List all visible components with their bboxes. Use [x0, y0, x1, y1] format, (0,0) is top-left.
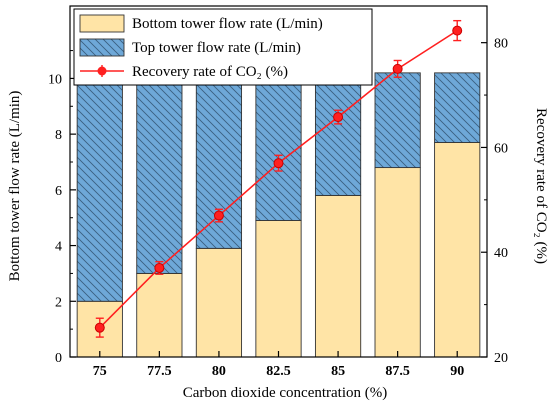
- recovery-rate-point: [333, 112, 344, 123]
- x-axis-label: Carbon dioxide concentration (%): [183, 385, 388, 401]
- y2-axis-label: Recovery rate of CO₂ (%): [533, 108, 549, 264]
- x-tick-label: 80: [212, 364, 226, 379]
- recovery-rate-point: [94, 322, 105, 333]
- recovery-rate-point: [213, 210, 224, 221]
- bottom-flow-bar: [255, 220, 302, 358]
- recovery-rate-point: [273, 158, 284, 169]
- y-tick-label: 6: [55, 184, 62, 199]
- y-tick-label: 4: [55, 240, 62, 255]
- x-tick-label: 85: [331, 364, 345, 379]
- bottom-flow-bar: [374, 167, 421, 358]
- recovery-rate-point: [154, 262, 165, 273]
- bottom-flow-bar: [314, 194, 362, 358]
- legend-swatch-marker: [97, 66, 107, 76]
- top-flow-bar: [314, 72, 362, 196]
- y-tick-label: 8: [55, 128, 62, 143]
- legend-swatch-bottom: [79, 14, 125, 33]
- bottom-flow-bar: [434, 142, 481, 358]
- y2-tick-label: 80: [494, 37, 508, 52]
- y2-tick-label: 60: [494, 141, 508, 156]
- top-flow-bar: [434, 72, 481, 143]
- y-tick-label: 0: [55, 351, 62, 366]
- bottom-flow-bar: [195, 247, 243, 358]
- x-tick-label: 77.5: [147, 364, 172, 379]
- top-flow-bar: [76, 72, 123, 302]
- y-axis-label: Bottom tower flow rate (L/min): [7, 91, 23, 282]
- legend-entry-label: Recovery rate of CO₂ (%): [132, 64, 288, 80]
- legend-entry-label: Top tower flow rate (L/min): [132, 40, 301, 56]
- y-tick-label: 10: [48, 72, 62, 87]
- x-tick-label: 90: [450, 364, 464, 379]
- legend-swatch-top: [79, 38, 125, 57]
- y2-tick-label: 20: [494, 351, 508, 366]
- recovery-rate-point: [452, 25, 463, 36]
- y-tick-label: 2: [55, 295, 62, 310]
- top-flow-bar: [136, 69, 183, 274]
- x-tick-label: 82.5: [266, 364, 291, 379]
- recovery-rate-point: [392, 63, 403, 74]
- y2-tick-label: 40: [494, 246, 508, 261]
- top-flow-bar: [255, 69, 302, 221]
- bottom-flow-bar: [136, 272, 183, 358]
- x-tick-label: 87.5: [385, 364, 410, 379]
- x-tick-label: 75: [93, 364, 107, 379]
- legend-entry-label: Bottom tower flow rate (L/min): [132, 16, 323, 32]
- top-flow-bar: [374, 72, 421, 169]
